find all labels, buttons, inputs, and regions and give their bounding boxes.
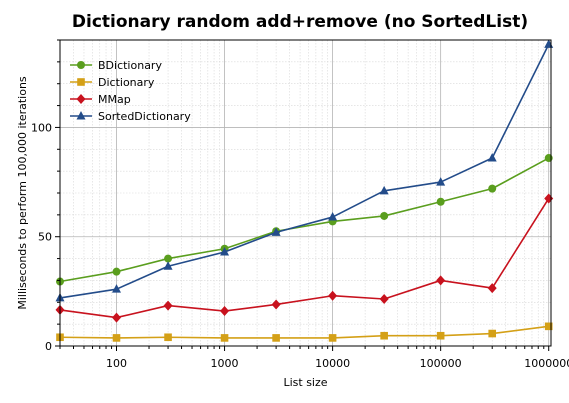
- series-bdictionary: [56, 154, 553, 286]
- x-tick-label: 1000000: [524, 357, 569, 370]
- data-point: [163, 300, 173, 311]
- series-line: [59, 157, 550, 283]
- data-point: [487, 153, 497, 162]
- data-point: [111, 312, 121, 323]
- data-point: [111, 284, 121, 293]
- data-point: [112, 334, 121, 342]
- data-point: [164, 333, 172, 342]
- data-point: [328, 212, 338, 221]
- data-point: [487, 283, 497, 294]
- legend-item: MMap: [70, 93, 131, 106]
- series-dictionary: [56, 322, 553, 342]
- legend-label: MMap: [98, 93, 131, 106]
- y-tick-label: 100: [31, 121, 52, 134]
- data-point: [220, 334, 229, 342]
- x-tick-label: 100000: [420, 357, 462, 370]
- data-point: [380, 211, 389, 220]
- data-point: [436, 177, 446, 186]
- data-point: [272, 334, 280, 342]
- data-point: [436, 197, 445, 206]
- legend-label: Dictionary: [98, 76, 155, 89]
- legend-label: SortedDictionary: [98, 110, 191, 123]
- data-point: [379, 294, 389, 305]
- data-point: [164, 254, 173, 263]
- legend-marker: [77, 61, 85, 69]
- series-group: [55, 39, 554, 342]
- data-point: [436, 275, 446, 286]
- data-point: [488, 329, 497, 338]
- legend-item: SortedDictionary: [70, 110, 191, 123]
- data-point: [112, 267, 121, 276]
- data-point: [220, 306, 230, 317]
- data-point: [163, 261, 173, 270]
- data-point: [488, 184, 497, 193]
- grid: [59, 40, 551, 346]
- data-point: [436, 331, 445, 340]
- data-point: [328, 334, 337, 342]
- data-point: [544, 154, 553, 163]
- data-point: [380, 331, 388, 340]
- data-point: [379, 185, 389, 195]
- data-point: [328, 290, 338, 301]
- series-mmap: [55, 193, 554, 323]
- x-axis: 100 1000 10000 100000 1000000: [59, 346, 569, 370]
- legend-marker: [76, 111, 86, 120]
- y-tick-label: 50: [38, 231, 52, 244]
- x-tick-label: 10000: [315, 357, 350, 370]
- legend-item: BDictionary: [70, 59, 162, 72]
- x-tick-label: 100: [106, 357, 127, 370]
- legend: BDictionary Dictionary MMap SortedDictionar…: [70, 59, 191, 123]
- legend-label: BDictionary: [98, 59, 162, 72]
- legend-marker: [76, 94, 86, 104]
- x-axis-label: List size: [283, 376, 327, 389]
- y-axis-label: Milliseconds to perform 100,000 iteratio…: [16, 76, 29, 310]
- data-point: [271, 299, 281, 310]
- y-tick-label: 0: [45, 340, 52, 353]
- legend-marker: [77, 78, 85, 86]
- series-sorteddictionary: [55, 39, 554, 302]
- legend-item: Dictionary: [70, 76, 155, 89]
- chart-title: Dictionary random add+remove (no SortedL…: [72, 12, 528, 32]
- series-line: [59, 44, 550, 299]
- data-point: [271, 227, 281, 236]
- data-point: [544, 322, 553, 331]
- data-point: [220, 247, 230, 256]
- y-axis: 0 50 100: [31, 39, 60, 353]
- series-line: [59, 198, 550, 319]
- series-line: [59, 325, 549, 339]
- data-point: [544, 39, 554, 48]
- x-tick-label: 1000: [211, 357, 239, 370]
